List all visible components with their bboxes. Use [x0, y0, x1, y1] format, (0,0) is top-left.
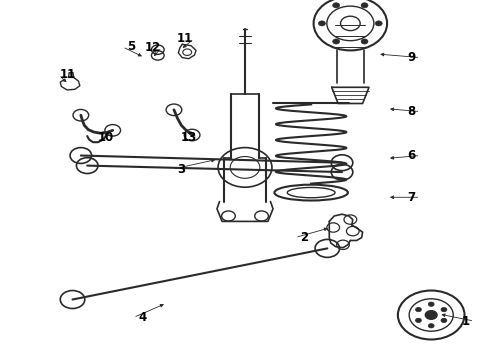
Text: 5: 5 [127, 40, 135, 53]
Text: 10: 10 [97, 131, 114, 144]
Circle shape [416, 307, 421, 312]
Circle shape [428, 302, 434, 306]
Circle shape [425, 311, 437, 319]
Text: 9: 9 [408, 51, 416, 64]
Text: 13: 13 [180, 131, 197, 144]
Text: 4: 4 [138, 311, 146, 324]
Circle shape [441, 307, 447, 312]
Circle shape [361, 3, 368, 8]
Circle shape [318, 21, 325, 26]
Text: 11: 11 [59, 68, 76, 81]
Text: 1: 1 [462, 315, 469, 328]
Text: 2: 2 [300, 231, 308, 244]
Circle shape [361, 39, 368, 44]
Circle shape [333, 3, 340, 8]
Text: 6: 6 [408, 149, 416, 162]
Text: 7: 7 [408, 191, 416, 204]
Circle shape [375, 21, 382, 26]
Text: 11: 11 [177, 32, 194, 45]
Text: 12: 12 [145, 41, 161, 54]
Circle shape [428, 324, 434, 328]
Circle shape [416, 318, 421, 323]
Circle shape [441, 318, 447, 323]
Circle shape [333, 39, 340, 44]
Text: 3: 3 [177, 163, 185, 176]
Text: 8: 8 [408, 105, 416, 118]
